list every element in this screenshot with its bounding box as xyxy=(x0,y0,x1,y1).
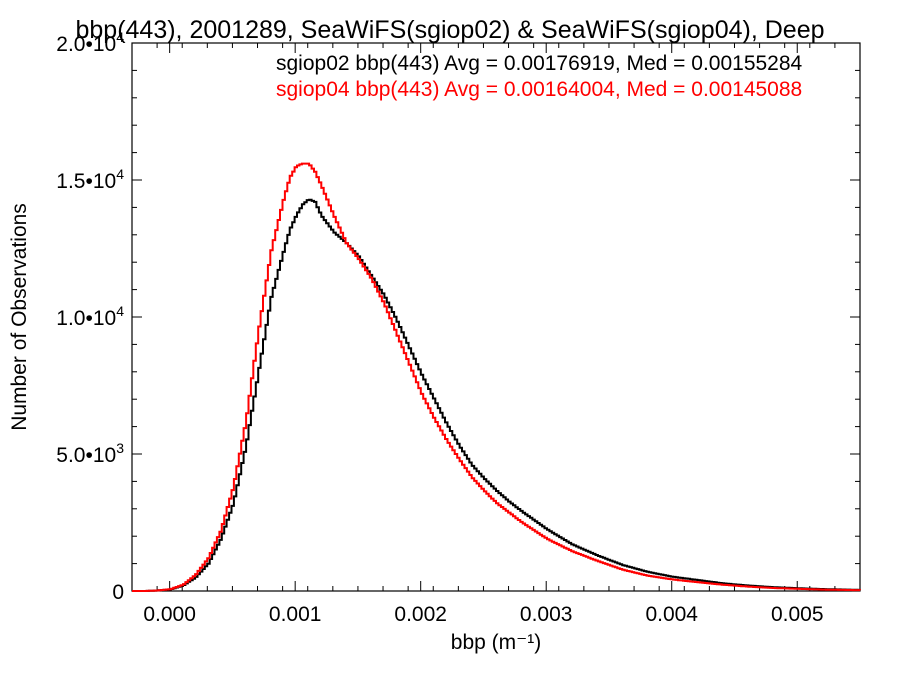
y-tick-exponent: 4 xyxy=(116,166,124,182)
x-tick-label: 0.003 xyxy=(520,603,573,626)
y-tick-label: 1.5•104 xyxy=(56,166,124,193)
y-tick-exponent: 3 xyxy=(116,440,124,456)
y-tick-mantissa: 2.0•10 xyxy=(56,33,116,56)
y-tick-label: 0 xyxy=(112,581,124,604)
axis-ticks: 0.000 0.001 0.002 0.003 0.004 0.005 0 5.0•103 1.… xyxy=(56,29,861,626)
y-tick-mantissa: 0 xyxy=(112,581,124,604)
legend-entry: sgiop02 bbp(443) Avg = 0.00176919, Med =… xyxy=(276,52,803,75)
y-tick-label: 5.0•103 xyxy=(56,440,124,467)
series-layer xyxy=(132,162,861,592)
y-tick-exponent: 4 xyxy=(116,29,124,45)
y-tick-exponent: 4 xyxy=(116,303,124,319)
x-tick-label: 0.004 xyxy=(645,603,698,626)
series-line xyxy=(132,198,860,592)
series-0 xyxy=(132,198,860,592)
legend: sgiop02 bbp(443) Avg = 0.00176919, Med =… xyxy=(276,52,803,101)
x-tick-label: 0.001 xyxy=(269,603,322,626)
series-line xyxy=(132,162,861,592)
y-axis-label: Number of Observations xyxy=(8,203,31,431)
series-1 xyxy=(132,162,861,592)
legend-entry: sgiop04 bbp(443) Avg = 0.00164004, Med =… xyxy=(276,78,802,101)
chart-title: bbp(443), 2001289, SeaWiFS(sgiop02) & Se… xyxy=(75,16,824,44)
x-tick-label: 0.002 xyxy=(394,603,447,626)
x-axis-label: bbp (m⁻¹) xyxy=(451,631,541,654)
x-tick-label: 0.005 xyxy=(771,603,824,626)
y-tick-label: 2.0•104 xyxy=(56,29,124,56)
y-tick-mantissa: 5.0•10 xyxy=(56,444,116,467)
x-tick-label: 0.000 xyxy=(143,603,196,626)
y-tick-label: 1.0•104 xyxy=(56,303,124,330)
y-tick-mantissa: 1.0•10 xyxy=(56,307,116,330)
y-tick-mantissa: 1.5•10 xyxy=(56,170,116,193)
